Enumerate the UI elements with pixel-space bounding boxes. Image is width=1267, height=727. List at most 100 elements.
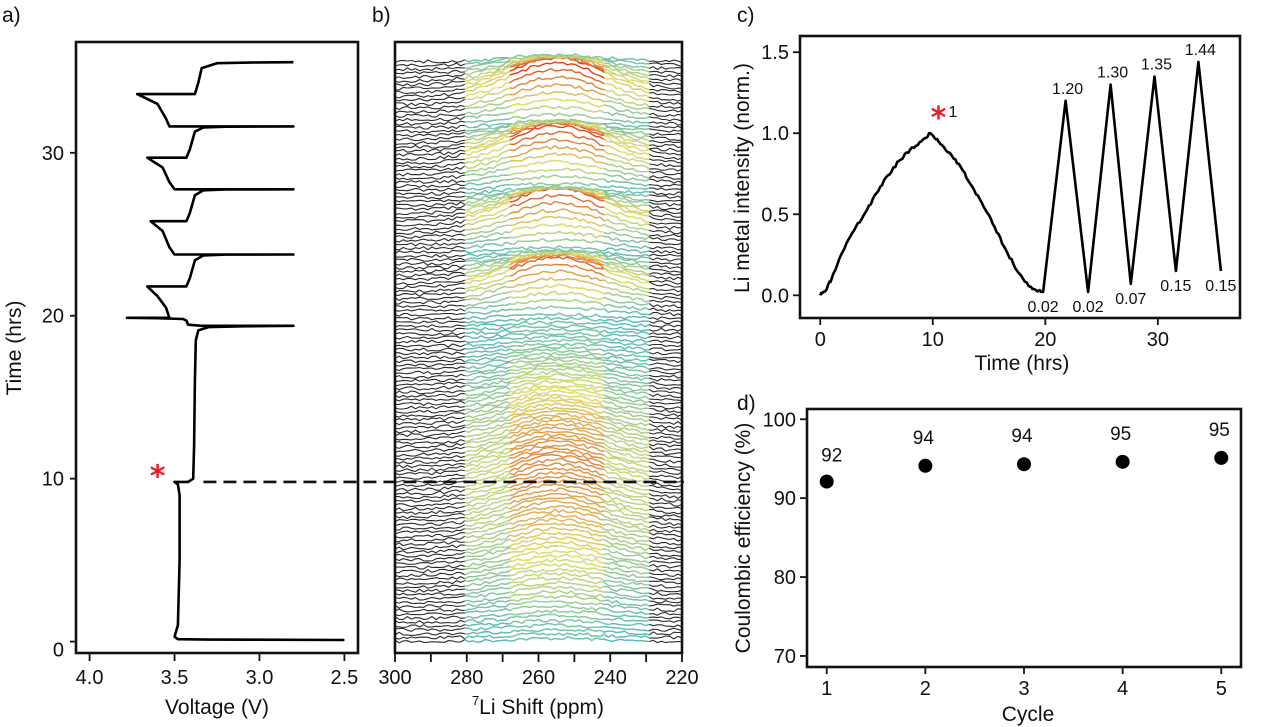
panel-d-data-point [1214, 450, 1229, 465]
panel-b-spectrum-peak [509, 585, 605, 594]
panel-b-spectrum-peak [509, 518, 605, 530]
panel-d-x-tick-label: 4 [1117, 678, 1128, 700]
panel-c-trough-label: 0.15 [1205, 278, 1236, 295]
panel-b-spectrum-peak [509, 112, 605, 120]
panel-b-x-tick-label: 280 [450, 667, 483, 689]
panel-d-x-ticks: 1 2 3 4 5 [821, 667, 1227, 700]
panel-b-spectrum-peak [509, 399, 605, 410]
panel-c-x-ticks: 0 10 20 30 [815, 318, 1169, 351]
panel-d-data-point [918, 458, 933, 473]
panel-c-y-ticks: 0.0 0.5 1.0 1.5 [761, 42, 800, 307]
panel-b-spectrum-colored [464, 230, 650, 245]
panel-b-spectrum-colored [464, 208, 650, 231]
panel-b-spectrum-peak [509, 522, 605, 534]
panel-b-spectrum-peak [509, 386, 605, 397]
panel-b-spectrum-peak [509, 377, 605, 386]
panel-d-y-tick-label: 80 [774, 567, 796, 589]
panel-b-spectrum-peak [509, 636, 605, 642]
panel-b-spectrum-peak [509, 384, 605, 393]
panel-b-spectrum-peak [509, 628, 605, 634]
panel-b-spectrum-peak [509, 572, 605, 582]
panel-c: c) 0 10 20 30 0.0 0.5 1.0 1.5 * 1 1.20 1.30 1.35 1.… [731, 4, 1242, 375]
panel-b-spectrum-peak [509, 354, 605, 363]
panel-b-spectrum-peak [509, 75, 605, 91]
panel-b-spectrum-peak [509, 613, 605, 621]
panel-b-spectrum-peak [509, 479, 605, 492]
panel-b-spectrum-peak [509, 483, 605, 497]
panel-b-spectrum-peak [509, 256, 605, 270]
panel-b-spectrum-peak [509, 454, 605, 468]
panel-b-spectrum-baseline [396, 230, 681, 247]
panel-b-spectrum-peak [509, 248, 605, 255]
panel-b-spectrum-baseline [396, 327, 681, 336]
panel-b-spectrum-colored [464, 479, 650, 504]
panel-b-spectrum-peak [509, 223, 605, 234]
panel-b-spectrum-peak [509, 600, 605, 606]
panel-a-voltage-curve [125, 60, 345, 642]
panel-b-spectrum-peak [509, 342, 605, 348]
panel-c-x-axis-label: Time (hrs) [975, 352, 1070, 375]
panel-b-spectrum-peak [509, 563, 605, 572]
panel-c-intensity-curve [819, 60, 1223, 296]
panel-b-spectrum-peak [509, 263, 605, 277]
panel-b-spectrum-colored [464, 487, 650, 512]
panel-b-spectrum-peak [509, 504, 605, 518]
panel-b-spectrum-peak [509, 553, 605, 564]
panel-c-peak-label: 1 [949, 104, 958, 121]
panel-b-spectrum-peak [509, 324, 605, 330]
panel-d-y-tick-label: 70 [774, 646, 796, 668]
panel-b-spectrum-peak [509, 412, 605, 424]
panel-d-y-axis-label: Coulombic efficiency (%) [732, 423, 755, 654]
panel-c-y-tick-label: 1.0 [761, 123, 789, 145]
panel-b-spectrum-peak [509, 609, 605, 616]
panel-d-data-point [1017, 457, 1031, 472]
panel-b-spectrum-peak [509, 320, 605, 326]
panel-b-spectrum-peak [509, 200, 605, 216]
panel-label-d: d) [737, 392, 756, 415]
panel-b-spectrum-peak [509, 338, 605, 345]
panel-b-x-tick-label: 240 [594, 667, 627, 689]
panel-b-spectrum-peak [509, 389, 605, 400]
panel-b-spectrum-peak [509, 345, 605, 352]
panel-a-star-marker: * [150, 460, 166, 495]
panel-b-spectrum-peak [509, 185, 605, 196]
panel-b-spectrum-peak [509, 316, 605, 322]
panel-b-spectrum-peak [509, 496, 605, 510]
panel-b-spectrum-peak [509, 402, 605, 414]
panel-b-spectrum-baseline [396, 193, 681, 227]
panel-a-y-tick-label: 30 [42, 143, 64, 165]
panel-b-spectrum-peak [509, 357, 605, 365]
panel-b-spectrum-peak [509, 364, 605, 372]
panel-b-spectrum-peak [509, 540, 605, 551]
panel-b-spectrum-peak [509, 118, 605, 130]
panel-a-x-tick-label: 3.5 [161, 667, 189, 689]
panel-a-y-tick-label: 20 [42, 306, 64, 328]
panel-b-spectrum-peak [509, 545, 605, 556]
panel-d-y-tick-label: 100 [763, 409, 796, 431]
panel-b-spectrum-peak [509, 632, 605, 638]
panel-b-spectrum-peak [509, 415, 605, 428]
panel-b-spectrum-baseline [396, 305, 681, 317]
panel-b-spectrum-peak [509, 327, 605, 334]
panel-b-spectrum-peak [509, 436, 605, 450]
panel-b-spectrum-colored [464, 462, 650, 488]
panel-b-spectrum-baseline [396, 399, 681, 422]
panel-a-x-tick-label: 4.0 [76, 667, 104, 689]
panel-c-annotations: * 1 1.20 1.30 1.35 1.44 0.02 0.02 0.07 0.15 0.15 [931, 42, 1237, 316]
panel-b-spectrum-peak [509, 361, 605, 369]
panel-d-data-point [1115, 454, 1130, 469]
panel-b-spectrum-peak [509, 83, 605, 96]
panel-b-x-ticks: 300 280 260 240 220 [378, 653, 699, 689]
panel-d-point-label: 94 [1011, 426, 1033, 447]
panel-d: d) 1 2 3 4 5 70 80 90 100 92 94 94 95 95 Cycle Coul… [732, 392, 1243, 726]
panel-b-spectrum-peak [509, 558, 605, 568]
panel-b-spectrum-peak [509, 549, 605, 560]
panel-b-spectrum-peak [509, 604, 605, 612]
panel-b-spectrum-peak [509, 283, 605, 295]
panel-b-spectrum-peak [509, 594, 605, 602]
panel-b-spectrum-peak [509, 124, 605, 141]
panel-b-spectrum-colored [464, 600, 650, 612]
panel-label-b: b) [372, 4, 391, 27]
panel-b-x-axis-label-superscript: 7 [472, 693, 479, 708]
